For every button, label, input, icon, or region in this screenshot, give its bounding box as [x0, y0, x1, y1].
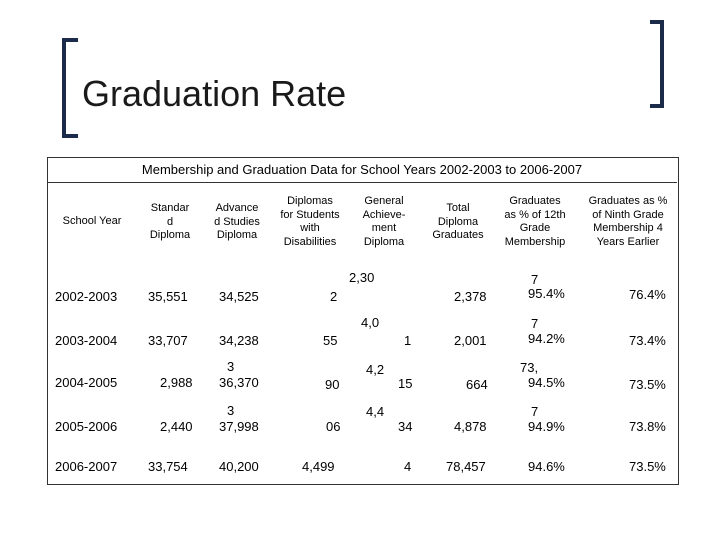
header-general-diploma: General Achieve-ment Diploma — [362, 195, 406, 248]
cell-standard: 33,754 — [148, 459, 188, 474]
cell-pct9: 73.4% — [629, 333, 666, 348]
cell-pct12: 94.6% — [528, 459, 565, 474]
cell-advanced-part: 3 — [227, 403, 235, 418]
cell-general: 2,30 — [349, 270, 375, 285]
cell-year: 2002-2003 — [55, 289, 118, 304]
header-standard-diploma: Standar d Diploma — [149, 202, 191, 241]
page-title: Graduation Rate — [82, 73, 347, 114]
cell-year: 2005-2006 — [55, 419, 118, 434]
header-total-graduates: Total Diploma Graduates — [432, 202, 484, 241]
cell-pct12: 94.5% — [528, 375, 565, 390]
cell-general: 4,0 — [361, 315, 380, 330]
cell-year: 2006-2007 — [55, 459, 118, 474]
cell-disabilities: 2 — [330, 289, 338, 304]
cell-pct9: 73.8% — [629, 419, 666, 434]
header-pct-12th-grade: Graduates as % of 12th Grade Membership — [504, 195, 566, 248]
cell-standard: 2,440 — [160, 419, 193, 434]
cell-general-part: 34 — [398, 419, 413, 434]
cell-pct12-part: 7 — [531, 272, 539, 287]
cell-total: 4,878 — [454, 419, 487, 434]
data-table-frame — [47, 157, 679, 485]
cell-general-part: 15 — [398, 376, 413, 391]
cell-disabilities: 06 — [326, 419, 341, 434]
cell-standard: 2,988 — [160, 375, 193, 390]
cell-pct12-part: 73, — [520, 360, 539, 375]
cell-standard: 33,707 — [148, 333, 188, 348]
cell-disabilities: 4,499 — [302, 459, 335, 474]
header-pct-ninth-grade: Graduates as % of Ninth Grade Membership 4… — [588, 195, 668, 248]
cell-pct9: 73.5% — [629, 459, 666, 474]
cell-advanced: 34,238 — [219, 333, 259, 348]
header-advanced-diploma: Advance d Studies Diploma — [214, 202, 260, 241]
cell-total: 2,001 — [454, 333, 487, 348]
cell-pct12: 94.2% — [528, 331, 565, 346]
cell-total: 2,378 — [454, 289, 487, 304]
cell-advanced: 36,370 — [219, 375, 259, 390]
cell-disabilities: 55 — [323, 333, 338, 348]
cell-year: 2003-2004 — [55, 333, 118, 348]
cell-disabilities: 90 — [325, 377, 340, 392]
cell-advanced: 34,525 — [219, 289, 259, 304]
cell-pct12-part: 7 — [531, 404, 539, 419]
title-bracket-right — [650, 20, 664, 108]
cell-general-part: 4 — [404, 459, 412, 474]
header-school-year: School Year — [62, 215, 122, 227]
table-caption: Membership and Graduation Data for Schoo… — [141, 162, 583, 177]
cell-year: 2004-2005 — [55, 375, 118, 390]
cell-general: 4,4 — [366, 404, 385, 419]
title-bracket-left — [62, 38, 78, 138]
cell-advanced: 40,200 — [219, 459, 259, 474]
cell-total: 664 — [466, 377, 488, 392]
cell-pct12: 94.9% — [528, 419, 565, 434]
cell-pct9: 73.5% — [629, 377, 666, 392]
caption-divider — [47, 182, 677, 183]
cell-pct12-part: 7 — [531, 316, 539, 331]
cell-advanced: 37,998 — [219, 419, 259, 434]
cell-advanced-part: 3 — [227, 359, 235, 374]
cell-standard: 35,551 — [148, 289, 188, 304]
header-disabilities-diploma: Diplomas for Students with Disabilities — [280, 195, 340, 248]
cell-general: 4,2 — [366, 362, 385, 377]
cell-pct9: 76.4% — [629, 287, 666, 302]
cell-general-part: 1 — [404, 333, 412, 348]
cell-pct12: 95.4% — [528, 286, 565, 301]
cell-total: 78,457 — [446, 459, 486, 474]
